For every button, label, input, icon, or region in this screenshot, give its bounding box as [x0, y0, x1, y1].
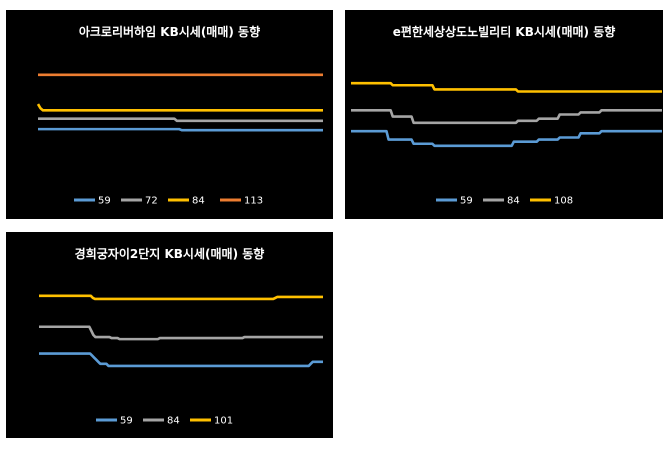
legend-label-84: 84: [507, 196, 520, 207]
legend-label-72: 72: [145, 196, 158, 207]
legend-label-59: 59: [120, 416, 133, 427]
legend-label-108: 108: [554, 196, 573, 207]
series-line-59: [39, 352, 323, 368]
line-chart-e-pyeonhan-sangdo: e편한세상상도노빌리티 KB시세(매매) 동향 59 84 108: [351, 24, 662, 207]
legend-label-101: 101: [214, 416, 233, 427]
series-line-84: [36, 103, 323, 112]
chart-panel-gyeonghuigung-xi-2: 경희궁자이2단지 KB시세(매매) 동향 59 84 101: [6, 232, 333, 438]
series-line-59: [351, 129, 662, 148]
legend-label-59: 59: [98, 196, 111, 207]
series-line-84: [351, 109, 662, 125]
series-line-108: [351, 81, 662, 93]
line-chart-acro-river-heim: 아크로리버하임 KB시세(매매) 동향 59 72 84 113: [36, 24, 323, 207]
series-line-72: [38, 117, 323, 123]
series-line-59: [38, 127, 323, 132]
chart-title: e편한세상상도노빌리티 KB시세(매매) 동향: [393, 24, 616, 39]
chart-panel-e-pyeonhan-sangdo: e편한세상상도노빌리티 KB시세(매매) 동향 59 84 108: [345, 10, 663, 219]
legend-label-84: 84: [192, 196, 205, 207]
series-line-84: [39, 325, 323, 341]
legend-label-84: 84: [167, 416, 180, 427]
chart-panel-acro-river-heim: 아크로리버하임 KB시세(매매) 동향 59 72 84 113: [6, 10, 333, 219]
legend-label-59: 59: [460, 196, 473, 207]
line-chart-gyeonghuigung-xi-2: 경희궁자이2단지 KB시세(매매) 동향 59 84 101: [39, 246, 323, 427]
legend-label-113: 113: [244, 196, 263, 207]
chart-title: 아크로리버하임 KB시세(매매) 동향: [79, 24, 260, 39]
series-line-101: [39, 294, 323, 301]
chart-title: 경희궁자이2단지 KB시세(매매) 동향: [75, 246, 265, 261]
